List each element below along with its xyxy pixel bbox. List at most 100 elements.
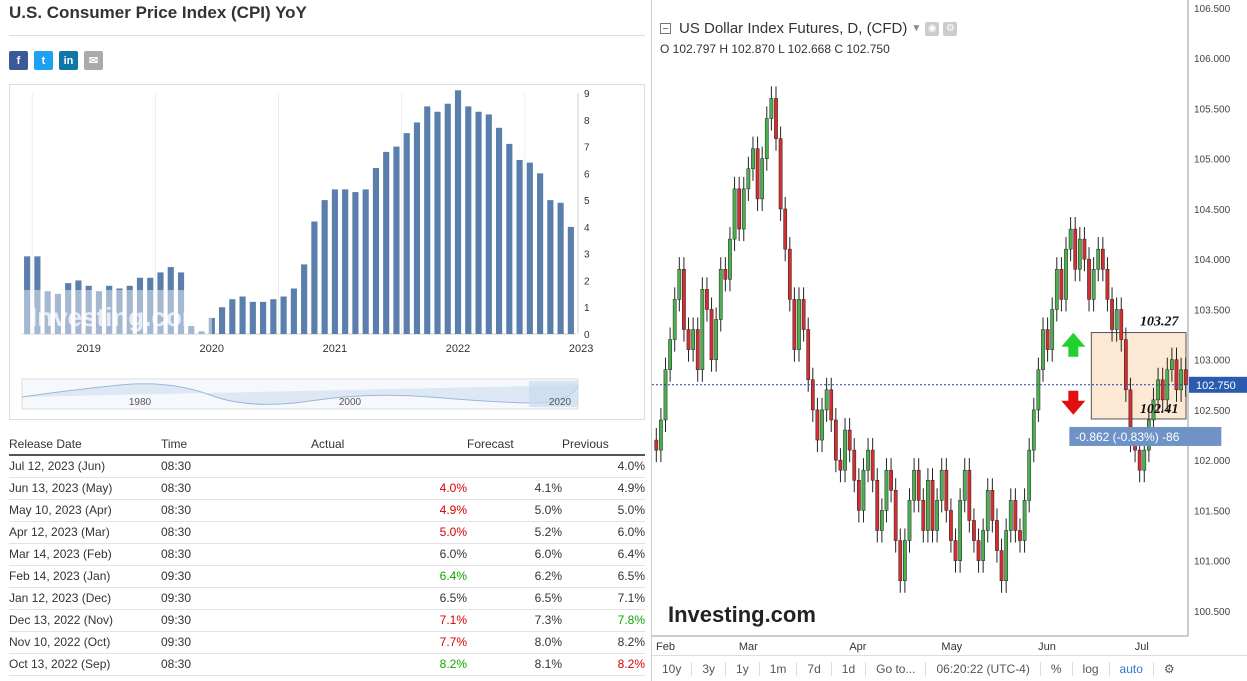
release-date-cell: Mar 14, 2023 (Feb) bbox=[9, 543, 161, 566]
header-actual[interactable]: Actual bbox=[311, 433, 467, 456]
candle-body bbox=[659, 419, 663, 451]
range-10y-button[interactable]: 10y bbox=[652, 661, 693, 676]
cpi-bar bbox=[321, 200, 328, 334]
candle-body bbox=[903, 540, 907, 581]
candle-body bbox=[1054, 268, 1059, 310]
cpi-bar bbox=[157, 272, 164, 334]
candle-body bbox=[1018, 530, 1022, 541]
candle-body bbox=[801, 299, 806, 330]
release-date-cell: Jun 13, 2023 (May) bbox=[9, 477, 161, 500]
candle-body bbox=[1110, 299, 1114, 330]
header-previous[interactable]: Previous bbox=[562, 433, 645, 456]
actual-cell: 7.7% bbox=[311, 631, 467, 654]
price-tick-label: 105.000 bbox=[1194, 155, 1231, 166]
candle-body bbox=[1036, 369, 1041, 411]
candle-body bbox=[691, 329, 695, 350]
candle-body bbox=[949, 510, 953, 541]
candle-body bbox=[870, 449, 875, 481]
candle-body bbox=[1105, 268, 1110, 300]
navigator-line bbox=[21, 383, 579, 405]
candle-body bbox=[1170, 359, 1174, 370]
range-1d-button[interactable]: 1d bbox=[832, 661, 867, 676]
gear-icon[interactable]: ⚙ bbox=[943, 21, 958, 36]
header-release-date[interactable]: Release Date bbox=[9, 433, 161, 456]
candle-body bbox=[806, 329, 811, 381]
candle-body bbox=[783, 208, 788, 250]
x-tick-label: 2023 bbox=[569, 343, 593, 355]
candle-body bbox=[944, 469, 949, 511]
time-cell: 09:30 bbox=[161, 609, 311, 632]
navigator-selection bbox=[529, 381, 578, 407]
email-icon[interactable]: ✉ bbox=[84, 51, 103, 70]
range-1y-button[interactable]: 1y bbox=[726, 661, 760, 676]
level-low-label: 102.41 bbox=[1140, 402, 1179, 417]
cpi-bar bbox=[54, 293, 61, 334]
cpi-bar bbox=[393, 146, 400, 334]
price-tick-label: 101.000 bbox=[1194, 557, 1231, 568]
x-tick-label: 2021 bbox=[323, 343, 347, 355]
candle-body bbox=[1119, 309, 1124, 340]
candle-body bbox=[1031, 409, 1036, 451]
range-7d-button[interactable]: 7d bbox=[797, 661, 832, 676]
candle-body bbox=[741, 188, 746, 230]
candle-body bbox=[1008, 500, 1013, 531]
candle-body bbox=[1077, 238, 1082, 270]
ohlc-readout: O 102.797 H 102.870 L 102.668 C 102.750 bbox=[660, 42, 890, 56]
table-row: May 10, 2023 (Apr) 08:30 4.9% 5.0% 5.0% bbox=[9, 499, 645, 522]
candle-body bbox=[723, 268, 728, 280]
facebook-icon[interactable]: f bbox=[9, 51, 28, 70]
twitter-icon[interactable]: t bbox=[34, 51, 53, 70]
forecast-cell: 7.3% bbox=[467, 609, 562, 632]
candle-body bbox=[999, 550, 1004, 581]
candle-body bbox=[1174, 359, 1179, 391]
title-divider bbox=[9, 35, 645, 36]
candle-body bbox=[1082, 238, 1087, 260]
candle-body bbox=[926, 480, 930, 531]
time-cell: 08:30 bbox=[161, 543, 311, 566]
candle-body bbox=[1013, 500, 1018, 531]
cpi-bar bbox=[444, 103, 451, 334]
forecast-cell: 6.5% bbox=[467, 587, 562, 610]
cpi-chart[interactable]: 0 1 2 3 4 5 6 7 8 9 2019 2020 2021 2022 2023 Investing.… bbox=[9, 84, 645, 420]
candle-body bbox=[686, 329, 691, 350]
candle-body bbox=[958, 500, 962, 561]
auto-toggle[interactable]: auto bbox=[1110, 661, 1154, 676]
time-cell: 09:30 bbox=[161, 631, 311, 654]
range-3y-button[interactable]: 3y bbox=[692, 661, 727, 676]
candle-body bbox=[1137, 449, 1142, 471]
cpi-bar bbox=[537, 173, 544, 334]
candle-body bbox=[829, 389, 834, 421]
percent-toggle[interactable]: % bbox=[1041, 661, 1073, 676]
timeframe-toolbar: 10y 3y 1y 1m 7d 1d Go to... 06:20:22 (UT… bbox=[652, 655, 1247, 681]
price-tick-label: 105.500 bbox=[1194, 104, 1231, 115]
y-tick-label: 1 bbox=[584, 303, 590, 314]
candle-body bbox=[884, 469, 889, 511]
candle-body bbox=[824, 389, 829, 411]
linkedin-icon[interactable]: in bbox=[59, 51, 78, 70]
range-1m-button[interactable]: 1m bbox=[760, 661, 798, 676]
x-tick-label: 2020 bbox=[200, 343, 224, 355]
candle-body bbox=[847, 429, 852, 451]
header-forecast[interactable]: Forecast bbox=[467, 433, 562, 456]
time-tick-label: Apr bbox=[849, 641, 866, 653]
release-date-cell: Jan 12, 2023 (Dec) bbox=[9, 587, 161, 610]
goto-button[interactable]: Go to... bbox=[866, 661, 927, 676]
settings-gear-icon[interactable]: ⚙ bbox=[1163, 661, 1175, 676]
cpi-bar bbox=[65, 283, 72, 334]
candle-body bbox=[912, 469, 916, 501]
log-toggle[interactable]: log bbox=[1073, 661, 1110, 676]
collapse-icon[interactable] bbox=[660, 23, 671, 34]
candle-body bbox=[700, 289, 705, 370]
forecast-cell: 6.0% bbox=[467, 543, 562, 566]
candle-body bbox=[705, 289, 709, 310]
release-date-cell: Dec 13, 2022 (Nov) bbox=[9, 609, 161, 632]
dxy-chart-svg[interactable]: 100.500 101.000 101.500 102.000 102.500 103.0… bbox=[652, 0, 1247, 655]
cpi-bar bbox=[218, 307, 226, 334]
eye-icon[interactable]: ◉ bbox=[925, 21, 940, 36]
candle-body bbox=[916, 469, 921, 501]
range-box bbox=[1090, 332, 1187, 420]
cpi-bar bbox=[290, 288, 297, 334]
chevron-down-icon[interactable]: ▼ bbox=[911, 23, 922, 34]
candle-body bbox=[654, 439, 659, 451]
header-time[interactable]: Time bbox=[161, 433, 311, 456]
